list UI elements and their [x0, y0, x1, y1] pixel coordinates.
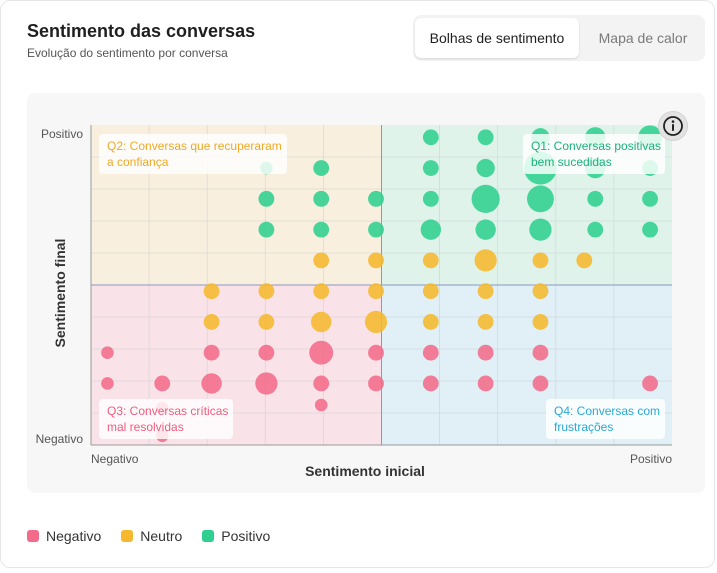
y-tick-label-min: Negativo: [36, 432, 84, 446]
bubble-positivo: [587, 221, 604, 238]
bubble-positivo: [642, 221, 658, 238]
quadrant-label-q4: Q4: Conversas com: [554, 404, 660, 418]
bubble-neutro: [368, 283, 384, 300]
legend-swatch-positivo: [202, 530, 215, 542]
quadrant-label-q2: Q2: Conversas que recuperaram: [107, 139, 282, 153]
quadrant-label-box-q2: [99, 134, 287, 174]
bubble-negativo: [477, 375, 494, 392]
bubble-neutro: [203, 283, 220, 300]
bubble-negativo: [532, 375, 549, 392]
bubble-neutro: [532, 252, 549, 269]
bubble-positivo: [422, 190, 439, 207]
bubble-positivo: [476, 158, 495, 178]
bubble-positivo: [368, 190, 384, 207]
bubble-positivo: [529, 218, 552, 241]
bubble-positivo: [475, 219, 496, 240]
bubble-negativo: [368, 344, 384, 361]
bubble-negativo: [101, 346, 114, 359]
bubble-positivo: [422, 160, 439, 176]
bubble-neutro: [313, 283, 330, 300]
quadrant-label-box-q3: [99, 399, 233, 439]
bubble-neutro: [422, 252, 439, 269]
bubble-neutro: [258, 283, 275, 300]
tab-heatmap[interactable]: Mapa de calor: [598, 30, 688, 46]
bubble-neutro: [532, 283, 549, 300]
bubble-neutro: [311, 311, 332, 333]
bubble-neutro: [364, 310, 388, 334]
bubble-negativo: [203, 344, 220, 361]
card-title: Sentimento das conversas: [27, 21, 256, 41]
legend-swatch-neutro: [121, 530, 134, 542]
bubble-negativo: [154, 375, 171, 392]
bubble-neutro: [203, 314, 220, 330]
x-tick-label-min: Negativo: [91, 452, 139, 466]
bubble-positivo: [471, 184, 500, 213]
bubble-neutro: [532, 314, 549, 330]
bubble-neutro: [422, 283, 439, 300]
bubble-negativo: [201, 373, 222, 394]
quadrant-label-q1: bem sucedidas: [531, 155, 612, 169]
info-button[interactable]: [658, 111, 688, 141]
bubble-positivo: [477, 129, 494, 146]
bubble-negativo: [422, 344, 439, 361]
x-axis-title: Sentimento inicial: [305, 463, 425, 479]
y-axis-title: Sentimento final: [52, 239, 68, 348]
bubble-negativo: [532, 344, 549, 361]
bubble-positivo: [587, 190, 604, 207]
bubble-positivo: [258, 190, 275, 207]
bubble-neutro: [368, 252, 384, 269]
quadrant-label-q1: Q1: Conversas positivas: [531, 139, 661, 153]
bubble-positivo: [420, 219, 442, 240]
tab-bubbles[interactable]: Bolhas de sentimento: [415, 18, 579, 58]
bubble-negativo: [258, 344, 275, 361]
bubble-positivo: [422, 129, 439, 146]
bubble-positivo: [258, 221, 275, 238]
x-tick-label-max: Positivo: [630, 452, 672, 466]
legend-label-negativo: Negativo: [46, 528, 102, 544]
bubble-neutro: [313, 252, 330, 269]
bubble-positivo: [527, 185, 554, 213]
legend-label-neutro: Neutro: [140, 528, 183, 544]
bubble-negativo: [101, 377, 114, 390]
card-subtitle: Evolução do sentimento por conversa: [27, 46, 228, 60]
bubble-neutro: [477, 283, 494, 300]
view-tabs: Bolhas de sentimento Mapa de calor: [413, 15, 705, 61]
bubble-positivo: [642, 190, 658, 207]
bubble-neutro: [422, 314, 439, 330]
bubble-negativo: [477, 344, 494, 361]
legend-label-positivo: Positivo: [221, 528, 271, 544]
bubble-negativo: [313, 375, 330, 392]
bubble-neutro: [258, 314, 275, 330]
y-tick-label-max: Positivo: [41, 127, 83, 141]
quadrant-label-box-q1: [523, 134, 665, 174]
bubble-neutro: [477, 314, 494, 330]
chart-legend: Negativo Neutro Positivo: [27, 528, 270, 544]
info-icon: [663, 116, 683, 136]
legend-item-negativo[interactable]: Negativo: [27, 528, 101, 544]
legend-swatch-negativo: [27, 530, 39, 542]
bubble-negativo: [309, 340, 334, 365]
bubble-positivo: [313, 160, 330, 176]
bubble-positivo: [368, 221, 384, 238]
bubble-positivo: [313, 190, 330, 207]
bubble-neutro: [474, 249, 497, 272]
quadrant-label-q2: a confiança: [107, 155, 169, 169]
bubble-positivo: [313, 221, 330, 238]
quadrant-label-q4: frustrações: [554, 420, 613, 434]
bubble-negativo: [368, 375, 384, 392]
bubble-neutro: [576, 252, 593, 269]
bubble-negativo: [642, 375, 658, 392]
bubble-negativo: [255, 372, 278, 395]
quadrant-label-q3: mal resolvidas: [107, 420, 184, 434]
bubble-negativo: [422, 375, 439, 392]
quadrant-label-q3: Q3: Conversas críticas: [107, 404, 228, 418]
legend-item-positivo[interactable]: Positivo: [202, 528, 270, 544]
quadrant-label-box-q4: [546, 399, 665, 439]
bubble-negativo: [314, 398, 328, 412]
legend-item-neutro[interactable]: Neutro: [121, 528, 182, 544]
